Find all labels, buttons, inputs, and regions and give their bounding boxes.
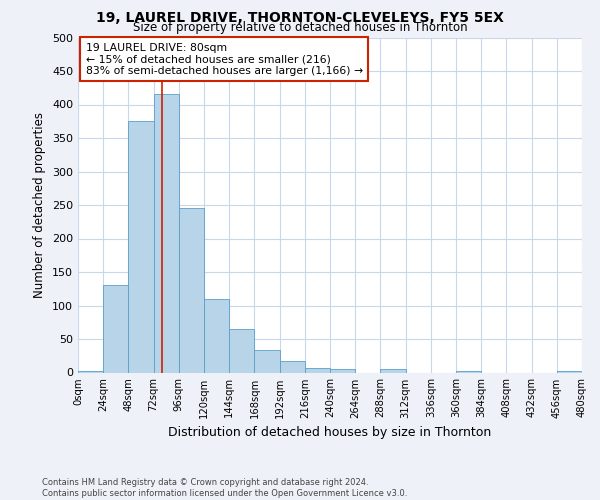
Bar — [557, 371, 582, 372]
Bar — [204, 299, 229, 372]
Bar — [154, 94, 179, 372]
X-axis label: Distribution of detached houses by size in Thornton: Distribution of detached houses by size … — [169, 426, 491, 439]
Bar — [229, 329, 254, 372]
Bar — [280, 361, 305, 372]
Bar — [78, 371, 103, 372]
Y-axis label: Number of detached properties: Number of detached properties — [34, 112, 46, 298]
Bar — [103, 286, 128, 372]
Bar — [330, 369, 355, 372]
Bar — [179, 208, 204, 372]
Bar — [305, 368, 330, 372]
Text: 19, LAUREL DRIVE, THORNTON-CLEVELEYS, FY5 5EX: 19, LAUREL DRIVE, THORNTON-CLEVELEYS, FY… — [96, 11, 504, 25]
Bar — [456, 371, 481, 372]
Text: Size of property relative to detached houses in Thornton: Size of property relative to detached ho… — [133, 21, 467, 34]
Bar — [128, 121, 154, 372]
Text: 19 LAUREL DRIVE: 80sqm
← 15% of detached houses are smaller (216)
83% of semi-de: 19 LAUREL DRIVE: 80sqm ← 15% of detached… — [86, 42, 362, 76]
Bar — [380, 369, 406, 372]
Bar — [254, 350, 280, 372]
Text: Contains HM Land Registry data © Crown copyright and database right 2024.
Contai: Contains HM Land Registry data © Crown c… — [42, 478, 407, 498]
